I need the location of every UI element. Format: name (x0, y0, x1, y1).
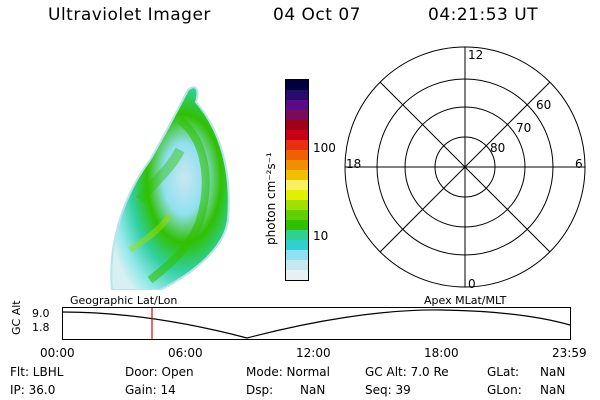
colorbar-segment (286, 250, 308, 260)
lat-label-80: 80 (490, 141, 505, 155)
colorbar-segment (286, 270, 308, 280)
colorbar-segment (286, 100, 308, 110)
mlt-label-12: 12 (468, 48, 483, 62)
polar-dial: 12 18 6 0 60 70 80 (344, 46, 586, 290)
instrument-title: Ultraviolet Imager (48, 5, 211, 25)
colorbar-tick-100: 100 (313, 141, 336, 155)
colorbar-segment (286, 220, 308, 230)
colorbar-segment (286, 140, 308, 150)
colorbar-segment (286, 160, 308, 170)
status-ip: IP: 36.0 (10, 383, 56, 397)
timeline-frame (62, 307, 571, 340)
altitude-curve (62, 309, 571, 339)
timeline-ylabel: GC Alt (10, 300, 23, 335)
timeline-plot (62, 307, 571, 340)
colorbar-segment (286, 110, 308, 120)
timeline-xtick-2: 12:00 (296, 346, 331, 360)
status-door: Door: Open (125, 365, 194, 379)
status-seq: Seq: 39 (365, 383, 411, 397)
colorbar-segment (286, 90, 308, 100)
status-glon-label: GLon: (487, 383, 522, 397)
timeline-xtick-1: 06:00 (168, 346, 203, 360)
timeline-left-title: Geographic Lat/Lon (70, 294, 178, 307)
auroral-image (110, 86, 230, 290)
colorbar-segment (286, 260, 308, 270)
colorbar-segment (286, 120, 308, 130)
colorbar-unit-label: photon cm⁻²s⁻¹ (264, 152, 278, 245)
mlt-label-0: 0 (468, 277, 476, 290)
color-scale-bar (285, 79, 309, 281)
colorbar-segment (286, 150, 308, 160)
lat-label-60: 60 (536, 98, 551, 112)
mlt-label-18: 18 (346, 157, 361, 171)
timeline-ytick-low: 1.8 (32, 321, 50, 334)
status-glon-value: NaN (540, 383, 566, 397)
timeline-xtick-3: 18:00 (424, 346, 459, 360)
observation-date: 04 Oct 07 (273, 5, 361, 25)
status-glat-label: GLat: (487, 365, 520, 379)
status-mode: Mode: Normal (246, 365, 330, 379)
colorbar-segment (286, 80, 308, 90)
timeline-xtick-0: 00:00 (40, 346, 75, 360)
observation-time: 04:21:53 UT (428, 5, 539, 25)
status-glat-value: NaN (540, 365, 566, 379)
status-gc-alt: GC Alt: 7.0 Re (365, 365, 449, 379)
timeline-xtick-4: 23:59 (552, 346, 587, 360)
colorbar-segment (286, 210, 308, 220)
lat-label-70: 70 (516, 121, 531, 135)
colorbar-segment (286, 230, 308, 240)
status-dsp-label: Dsp: (246, 383, 274, 397)
colorbar-segment (286, 130, 308, 140)
status-gain: Gain: 14 (125, 383, 176, 397)
status-filter: Flt: LBHL (10, 365, 64, 379)
colorbar-segment (286, 200, 308, 210)
colorbar-segment (286, 180, 308, 190)
timeline-right-title: Apex MLat/MLT (424, 294, 507, 307)
status-dsp-value: NaN (300, 383, 326, 397)
colorbar-tick-10: 10 (313, 229, 329, 243)
timeline-ytick-high: 9.0 (32, 307, 50, 320)
mlt-label-6: 6 (575, 157, 583, 171)
colorbar-segment (286, 190, 308, 200)
colorbar-segment (286, 170, 308, 180)
colorbar-segment (286, 240, 308, 250)
